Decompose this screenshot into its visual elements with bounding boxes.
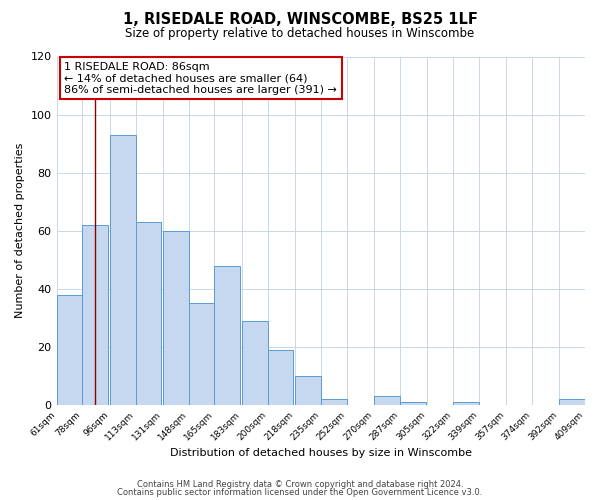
Bar [321, 399, 347, 405]
Bar [188, 304, 214, 405]
Y-axis label: Number of detached properties: Number of detached properties [15, 143, 25, 318]
Bar [242, 321, 268, 405]
Bar [214, 266, 240, 405]
Text: Contains HM Land Registry data © Crown copyright and database right 2024.: Contains HM Land Registry data © Crown c… [137, 480, 463, 489]
Bar [110, 135, 136, 405]
Bar [268, 350, 293, 405]
Text: Contains public sector information licensed under the Open Government Licence v3: Contains public sector information licen… [118, 488, 482, 497]
Text: 1 RISEDALE ROAD: 86sqm
← 14% of detached houses are smaller (64)
86% of semi-det: 1 RISEDALE ROAD: 86sqm ← 14% of detached… [64, 62, 337, 95]
X-axis label: Distribution of detached houses by size in Winscombe: Distribution of detached houses by size … [170, 448, 472, 458]
Bar [295, 376, 321, 405]
Bar [374, 396, 400, 405]
Text: 1, RISEDALE ROAD, WINSCOMBE, BS25 1LF: 1, RISEDALE ROAD, WINSCOMBE, BS25 1LF [122, 12, 478, 28]
Bar [559, 399, 585, 405]
Bar [163, 230, 188, 405]
Bar [453, 402, 479, 405]
Text: Size of property relative to detached houses in Winscombe: Size of property relative to detached ho… [125, 28, 475, 40]
Bar [400, 402, 425, 405]
Bar [136, 222, 161, 405]
Bar [82, 225, 108, 405]
Bar [56, 294, 82, 405]
